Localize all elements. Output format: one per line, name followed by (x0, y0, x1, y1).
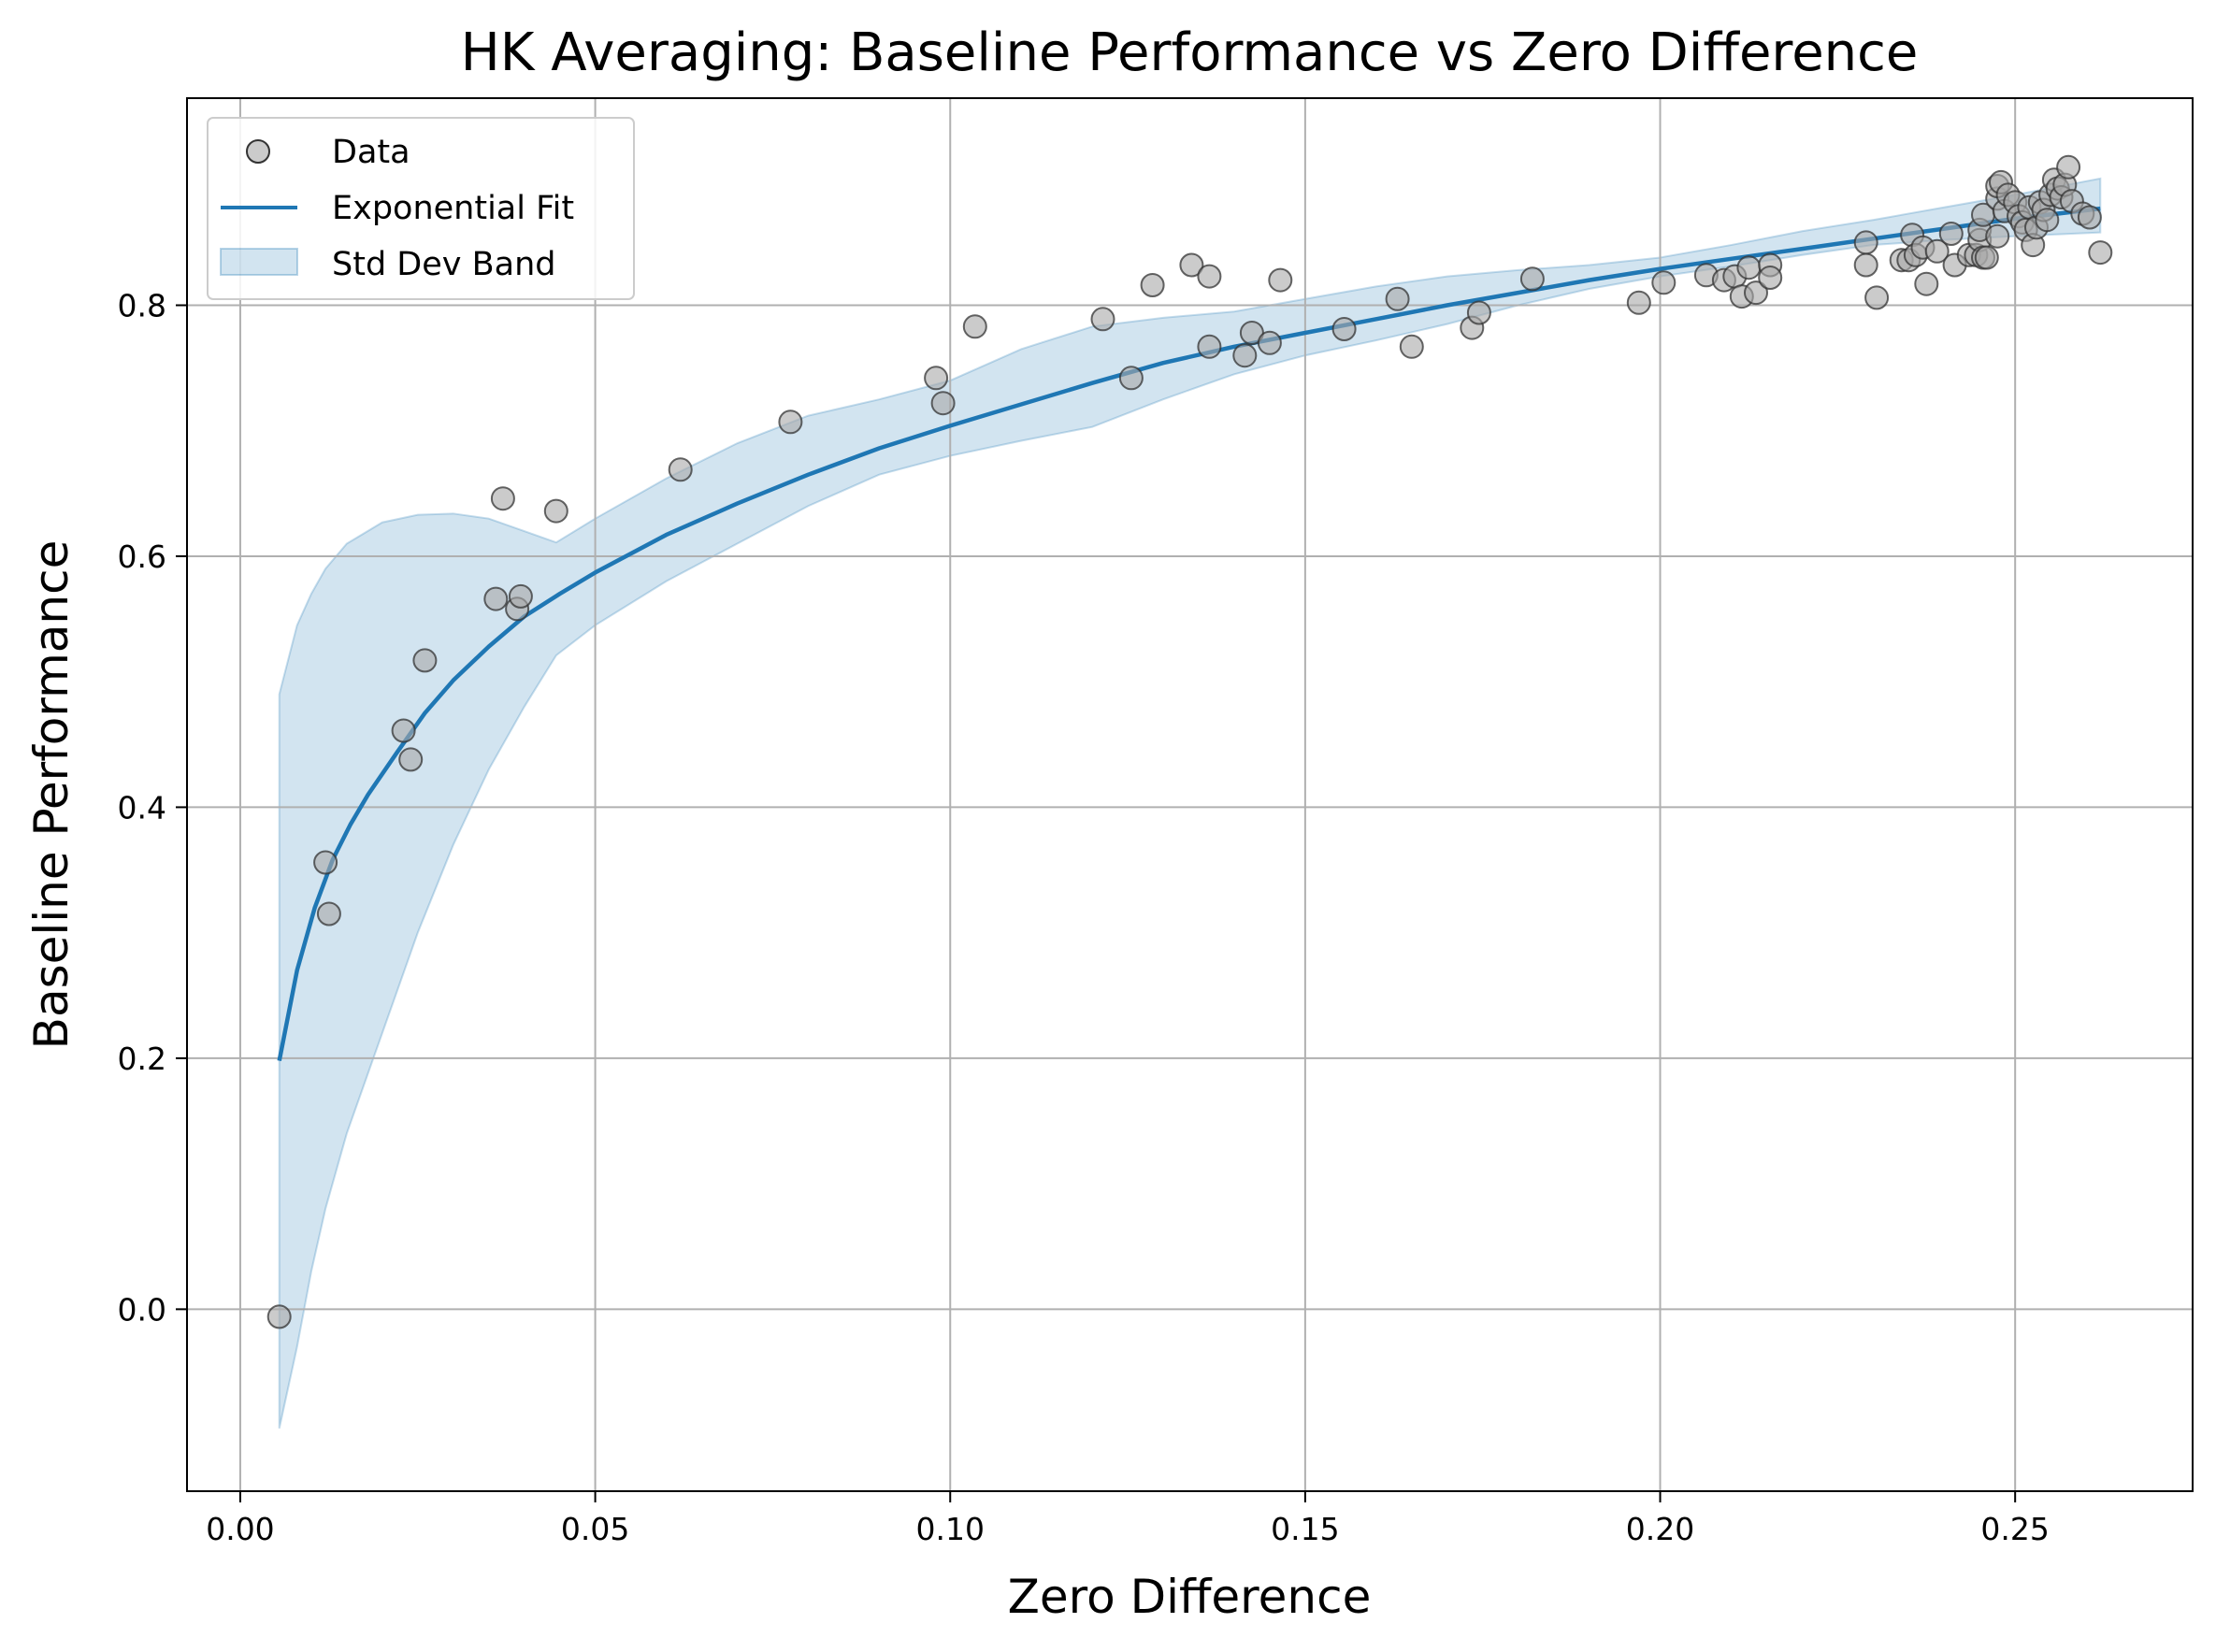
y-tick-label: 0.2 (118, 1041, 166, 1077)
scatter-points-layer (266, 154, 2113, 1329)
data-point (1914, 271, 1939, 296)
data-point (1519, 266, 1545, 292)
data-point (1985, 223, 2010, 249)
data-point (266, 1304, 292, 1329)
data-point (1179, 252, 1204, 278)
data-point (490, 486, 515, 511)
data-point (1974, 245, 1999, 270)
data-point (543, 498, 568, 524)
plot-area-frame (186, 97, 2194, 1492)
data-point (483, 586, 509, 611)
legend-label-data: Data (332, 134, 410, 171)
data-point (1197, 264, 1222, 289)
data-point (1736, 255, 1762, 280)
data-point (1257, 330, 1282, 355)
legend-label-fit: Exponential Fit (332, 190, 574, 227)
data-point (398, 747, 424, 772)
grid-layer (187, 98, 2193, 1491)
data-point (1864, 285, 1890, 310)
data-point (1331, 317, 1357, 341)
data-point (2077, 205, 2102, 230)
data-point (1744, 280, 1768, 306)
data-point (778, 409, 803, 435)
y-axis-label: Baseline Performance (24, 540, 79, 1050)
data-point (1651, 270, 1676, 295)
data-point (391, 718, 416, 743)
data-point (962, 314, 987, 339)
data-point (924, 366, 949, 391)
data-point (1197, 334, 1222, 359)
data-point (313, 850, 338, 875)
data-point (1466, 300, 1491, 325)
x-tick-label: 0.00 (206, 1511, 274, 1547)
data-point (2088, 240, 2113, 266)
data-point (2035, 208, 2060, 233)
legend-data-marker (246, 139, 270, 164)
data-point (1758, 266, 1783, 290)
data-point (1118, 366, 1144, 391)
data-point (1626, 290, 1651, 315)
data-point (1399, 334, 1424, 359)
data-point (668, 457, 693, 482)
y-tick-label: 0.4 (118, 789, 166, 826)
data-point (1924, 238, 1950, 264)
chart-title: HK Averaging: Baseline Performance vs Ze… (461, 22, 1919, 83)
data-point (1938, 222, 1964, 246)
x-axis-label: Zero Difference (1008, 1570, 1372, 1624)
data-point (508, 583, 533, 609)
legend: Data Exponential Fit Std Dev Band (207, 117, 635, 300)
x-tick-label: 0.25 (1980, 1511, 2049, 1547)
data-point (1385, 286, 1410, 311)
y-tick-label: 0.6 (118, 539, 166, 575)
x-tick-label: 0.15 (1271, 1511, 1339, 1547)
legend-band-swatch (220, 248, 298, 276)
data-point (1853, 252, 1878, 278)
exponential-fit-line (277, 206, 2101, 1062)
data-point (1268, 267, 1293, 293)
fit-line-layer (277, 206, 2101, 1062)
y-tick-label: 0.0 (118, 1291, 166, 1328)
data-point (1853, 230, 1878, 255)
data-point (412, 648, 438, 673)
data-point (316, 901, 341, 927)
data-point (1140, 273, 1165, 297)
x-tick-label: 0.05 (561, 1511, 629, 1547)
data-point (2056, 154, 2081, 180)
x-tick-label: 0.10 (915, 1511, 984, 1547)
data-point (930, 391, 956, 416)
data-point (1232, 343, 1258, 368)
legend-label-band: Std Dev Band (332, 246, 555, 283)
tick-layer: 0.00 0.05 0.10 0.15 0.20 0.25 0.0 0.2 0.4 0.6 0.8 (118, 287, 2050, 1547)
data-point (1090, 307, 1115, 332)
y-tick-label: 0.8 (118, 287, 166, 323)
legend-box (207, 117, 635, 300)
x-tick-label: 0.20 (1626, 1511, 1694, 1547)
